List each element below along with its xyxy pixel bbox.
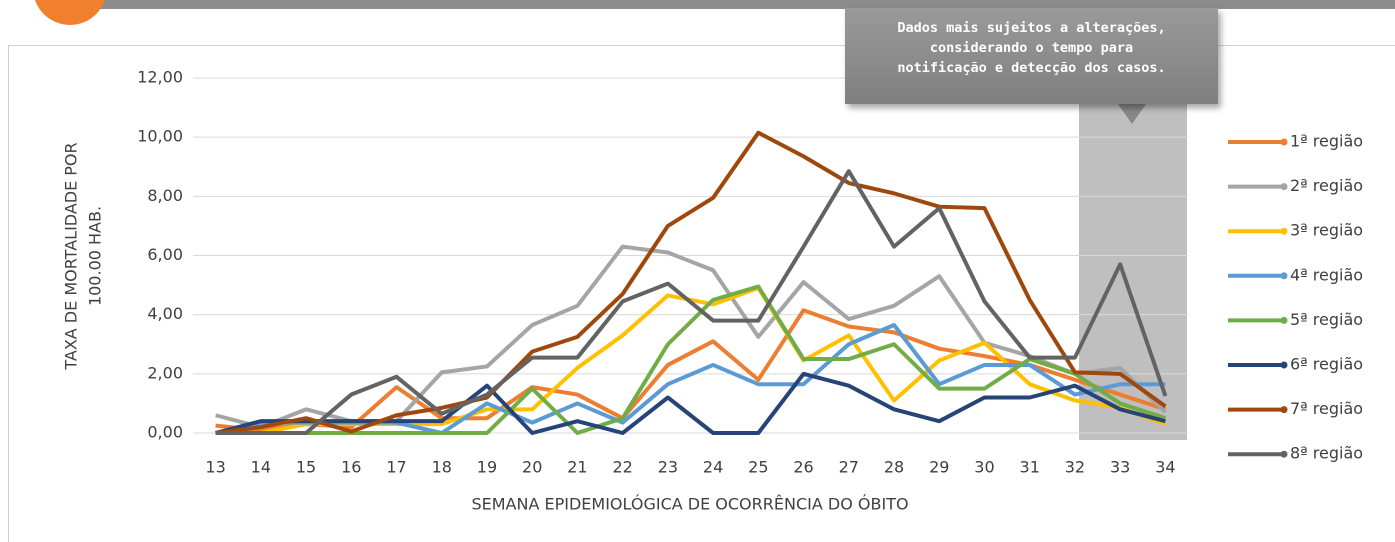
chart-border xyxy=(8,45,1395,542)
legend-label: 5ª região xyxy=(1290,310,1363,329)
y-tick-label: 6,00 xyxy=(147,245,183,264)
legend-marker xyxy=(1280,272,1288,280)
callout-pointer xyxy=(1118,104,1146,124)
x-tick-label: 23 xyxy=(658,458,678,477)
plot xyxy=(215,130,1168,435)
series-line xyxy=(215,169,1168,435)
legend-label: 2ª região xyxy=(1290,176,1363,195)
legend-label: 8ª região xyxy=(1290,444,1363,463)
x-tick-label: 31 xyxy=(1020,458,1040,477)
y-tick-label: 4,00 xyxy=(147,304,183,323)
y-tick-label: 10,00 xyxy=(137,127,183,146)
legend-marker xyxy=(1280,227,1288,235)
x-tick-label: 15 xyxy=(296,458,316,477)
legend-label: 6ª região xyxy=(1290,355,1363,374)
legend-marker xyxy=(1280,183,1288,191)
x-axis-title: SEMANA EPIDEMIOLÓGICA DE OCORRÊNCIA DO Ó… xyxy=(471,495,908,514)
series-line xyxy=(215,130,1167,435)
series-line xyxy=(215,371,1166,435)
legend-marker xyxy=(1280,138,1288,146)
legend-marker xyxy=(1280,450,1288,458)
x-tick-label: 30 xyxy=(974,458,994,477)
x-tick-label: 16 xyxy=(341,458,361,477)
y-tick-label: 12,00 xyxy=(137,68,183,87)
x-tick-label: 13 xyxy=(205,458,225,477)
x-tick-label: 28 xyxy=(884,458,904,477)
x-tick-label: 18 xyxy=(432,458,452,477)
header-circle xyxy=(35,0,105,25)
legend-marker xyxy=(1280,361,1288,369)
y-tick-label: 0,00 xyxy=(147,423,183,442)
legend-label: 1ª região xyxy=(1290,132,1363,151)
y-tick-label: 8,00 xyxy=(147,186,183,205)
x-tick-label: 22 xyxy=(612,458,632,477)
annotation-line: notificação e detecção dos casos. xyxy=(897,60,1166,76)
x-tick-label: 24 xyxy=(703,458,723,477)
header-bar xyxy=(60,0,1395,9)
legend-label: 3ª região xyxy=(1290,221,1363,240)
x-tick-label: 33 xyxy=(1110,458,1130,477)
annotation: Dados mais sujeitos a alterações, consid… xyxy=(845,8,1218,104)
x-tick-label: 29 xyxy=(929,458,949,477)
legend-label: 4ª região xyxy=(1290,265,1363,284)
annotation-line: considerando o tempo para xyxy=(929,40,1134,56)
legend-marker xyxy=(1280,406,1288,414)
x-tick-label: 27 xyxy=(839,458,859,477)
y-axis-title: 100.00 HAB. xyxy=(86,206,105,306)
series-line xyxy=(215,286,1167,435)
x-tick-label: 17 xyxy=(386,458,406,477)
x-tick-label: 21 xyxy=(567,458,587,477)
grid xyxy=(193,77,1188,434)
x-tick-label: 34 xyxy=(1155,458,1175,477)
y-axis-title: TAXA DE MORTALIDADE POR xyxy=(62,142,81,370)
x-tick-label: 20 xyxy=(522,458,542,477)
legend-marker xyxy=(1280,316,1288,324)
legend-label: 7ª região xyxy=(1290,399,1363,418)
series-line xyxy=(215,308,1167,433)
series-line xyxy=(215,284,1167,435)
x-tick-label: 14 xyxy=(251,458,271,477)
y-tick-label: 2,00 xyxy=(147,363,183,382)
x-tick-label: 32 xyxy=(1065,458,1085,477)
annotation-line: Dados mais sujeitos a alterações, xyxy=(897,20,1166,36)
x-tick-label: 19 xyxy=(477,458,497,477)
x-tick-label: 26 xyxy=(793,458,813,477)
series-line xyxy=(215,244,1167,430)
x-tick-label: 25 xyxy=(748,458,768,477)
